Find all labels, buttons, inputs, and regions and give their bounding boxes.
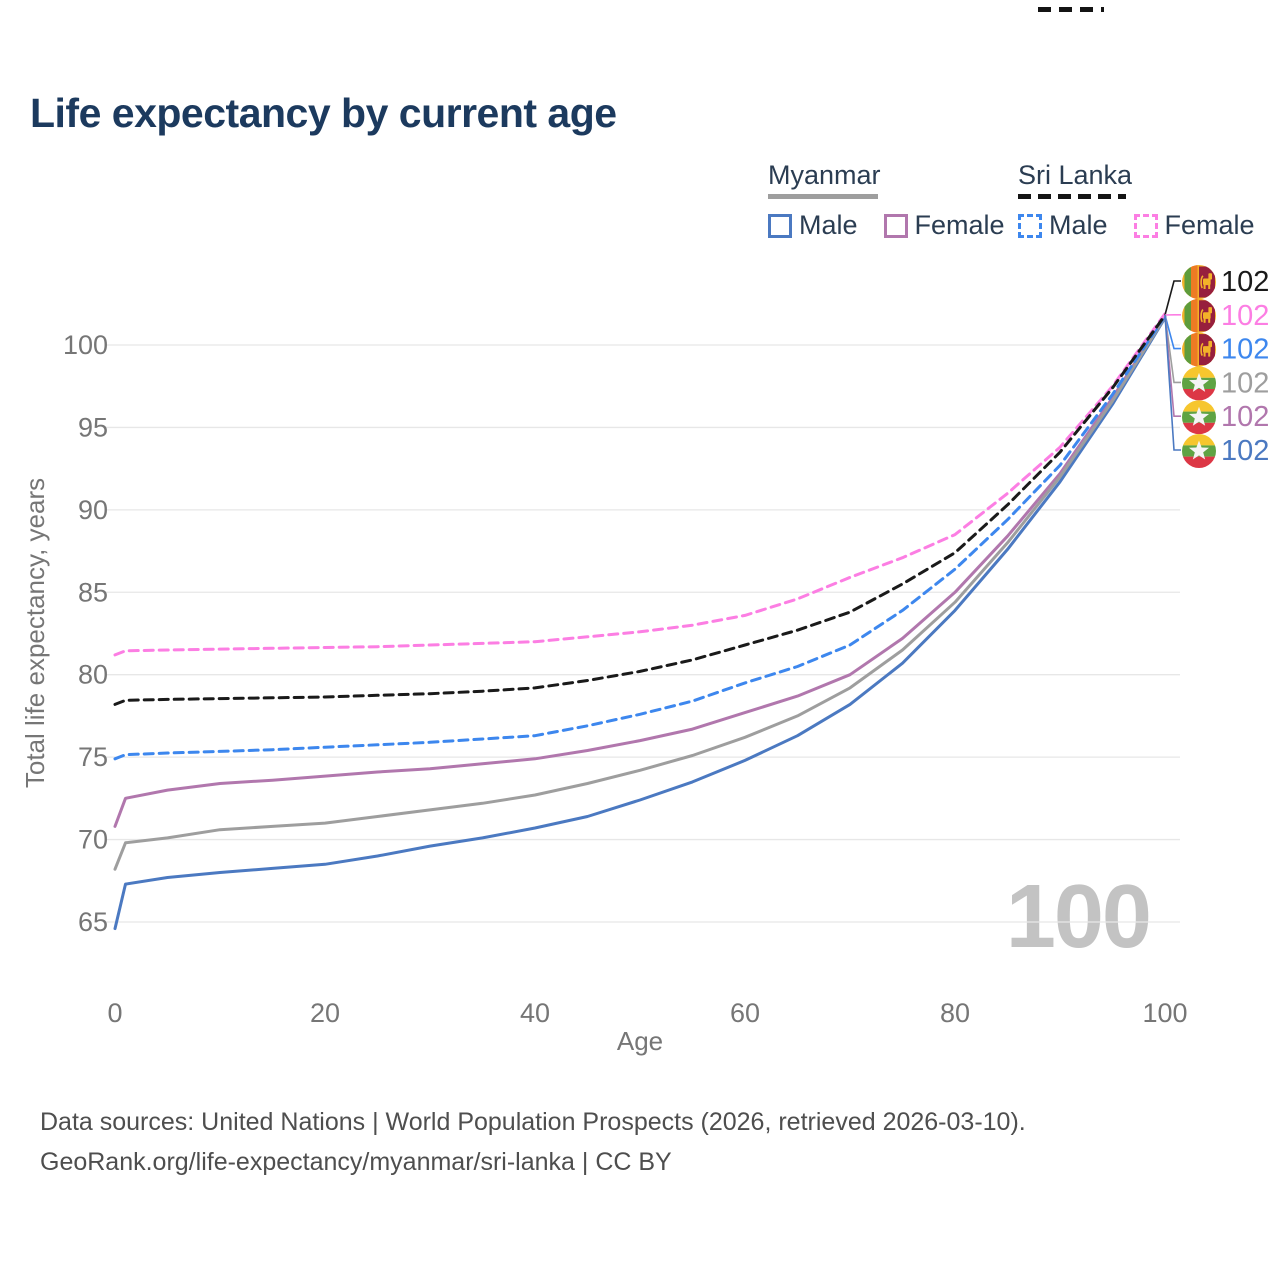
legend-label: Male <box>1049 210 1108 240</box>
srilanka-flag-icon <box>1181 264 1217 300</box>
end-label-leader-line <box>1164 314 1181 384</box>
myanmar-flag-icon <box>1181 399 1217 435</box>
y-tick-label: 90 <box>78 495 108 525</box>
legend-header-myanmar[interactable]: Myanmar <box>768 160 881 190</box>
attribution-link-text[interactable]: GeoRank.org/life-expectancy/myanmar/sri-… <box>40 1148 672 1176</box>
x-axis-title: Age <box>617 1026 663 1056</box>
legend-item-myanmar-male[interactable]: Male <box>768 210 858 241</box>
y-tick-label: 70 <box>78 825 108 855</box>
end-label-leader-line <box>1164 314 1181 350</box>
legend-item-myanmar-female[interactable]: Female <box>883 210 1005 241</box>
legend-group-sri-lanka: Sri Lanka Male Female <box>1018 160 1255 241</box>
end-label-leader-line <box>1164 314 1181 451</box>
x-tick-label: 20 <box>310 998 340 1028</box>
legend-group-myanmar: Myanmar Male Female <box>768 160 1005 241</box>
x-tick-label: 60 <box>730 998 760 1028</box>
legend-label: Male <box>799 210 858 240</box>
series-line-myanmar-female[interactable] <box>113 314 1167 828</box>
x-tick-label: 0 <box>107 998 122 1028</box>
y-tick-label: 95 <box>78 412 108 442</box>
y-tick-label: 100 <box>63 330 108 360</box>
y-tick-label: 85 <box>78 577 108 607</box>
sri-lanka-male-swatch-icon <box>1018 213 1042 238</box>
sri-lanka-female-swatch-icon <box>1133 213 1158 238</box>
legend-label: Female <box>1164 210 1255 240</box>
top-dashed-line-decoration <box>1038 7 1104 12</box>
legend-label: Female <box>914 210 1005 240</box>
legend-header-sri-lanka[interactable]: Sri Lanka <box>1018 160 1133 190</box>
legend-myanmar-line-swatch <box>768 194 878 199</box>
series-line-sri-lanka-total[interactable] <box>113 313 1167 706</box>
x-tick-label: 80 <box>940 998 970 1028</box>
series-line-sri-lanka-female[interactable] <box>113 312 1167 657</box>
end-value-label-myanmar-female: 102 <box>1221 401 1269 433</box>
y-tick-label: 65 <box>78 907 108 937</box>
watermark-100: 100 <box>1006 867 1150 967</box>
end-value-label-sri-lanka-total: 102 <box>1221 266 1269 298</box>
end-value-label-sri-lanka-male: 102 <box>1221 334 1269 366</box>
myanmar-flag-icon <box>1181 433 1217 469</box>
y-tick-label: 75 <box>78 742 108 772</box>
end-value-label-sri-lanka-female: 102 <box>1221 300 1269 332</box>
page-title: Life expectancy by current age <box>30 90 617 136</box>
myanmar-flag-icon <box>1181 365 1217 401</box>
myanmar-male-swatch-icon <box>768 213 792 238</box>
legend-sri-lanka-line-swatch <box>1018 194 1126 199</box>
end-value-label-myanmar-total: 102 <box>1221 367 1269 399</box>
legend-item-sri-lanka-male[interactable]: Male <box>1018 210 1108 241</box>
series-line-myanmar-male[interactable] <box>113 316 1167 931</box>
y-tick-label: 80 <box>78 660 108 690</box>
myanmar-female-swatch-icon <box>883 213 908 238</box>
x-tick-label: 100 <box>1142 998 1187 1028</box>
x-tick-label: 40 <box>520 998 550 1028</box>
legend-item-sri-lanka-female[interactable]: Female <box>1133 210 1255 241</box>
data-sources-text: Data sources: United Nations | World Pop… <box>40 1108 1026 1136</box>
end-label-leader-line <box>1164 280 1181 316</box>
series-line-sri-lanka-male[interactable] <box>113 314 1167 761</box>
srilanka-flag-icon <box>1181 298 1217 334</box>
y-axis-title: Total life expectancy, years <box>20 478 50 788</box>
end-value-label-myanmar-male: 102 <box>1221 435 1269 467</box>
series-line-myanmar-total[interactable] <box>113 315 1167 871</box>
srilanka-flag-icon <box>1181 332 1217 368</box>
